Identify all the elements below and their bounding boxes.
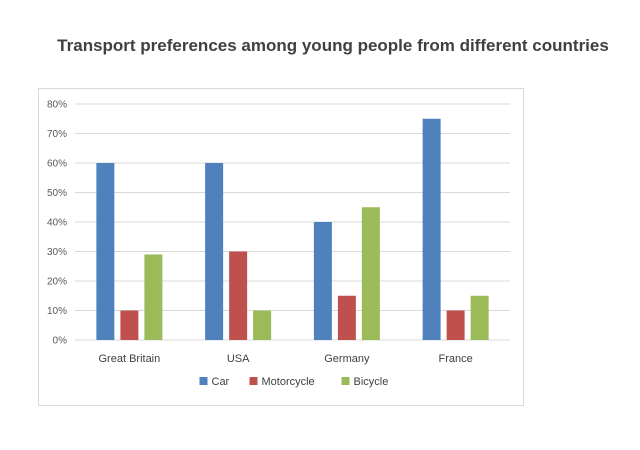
bar-car-great-britain	[96, 163, 115, 340]
bar-car-usa	[205, 163, 224, 340]
bar-bicycle-germany	[361, 207, 380, 340]
y-tick-label: 40%	[47, 218, 67, 229]
bar-bicycle-great-britain	[144, 254, 163, 340]
x-category-label: USA	[227, 353, 250, 365]
bar-motorcycle-usa	[229, 251, 248, 340]
chart-title: Transport preferences among young people…	[57, 36, 609, 55]
x-category-label: France	[439, 353, 473, 365]
legend-swatch-bicycle	[341, 377, 350, 385]
y-tick-label: 50%	[47, 188, 67, 199]
y-tick-label: 10%	[47, 306, 67, 317]
bar-motorcycle-germany	[337, 295, 356, 340]
bar-bicycle-usa	[253, 310, 272, 340]
y-tick-label: 60%	[47, 159, 67, 170]
y-tick-label: 70%	[47, 129, 67, 140]
x-category-label: Great Britain	[99, 353, 161, 365]
y-tick-label: 0%	[53, 336, 68, 347]
legend-label-bicycle: Bicycle	[354, 376, 389, 388]
chart-frame	[38, 88, 524, 406]
legend-swatch-car	[199, 377, 208, 385]
bar-car-germany	[313, 222, 332, 340]
legend-swatch-motorcycle	[249, 377, 258, 385]
y-tick-label: 30%	[47, 247, 67, 258]
y-tick-label: 80%	[47, 100, 67, 111]
x-category-label: Germany	[324, 353, 370, 365]
legend-label-motorcycle: Motorcycle	[262, 376, 315, 388]
y-tick-label: 20%	[47, 277, 67, 288]
bar-motorcycle-france	[446, 310, 465, 340]
legend-label-car: Car	[212, 376, 230, 388]
bar-car-france	[422, 118, 441, 340]
bar-motorcycle-great-britain	[120, 310, 139, 340]
bar-bicycle-france	[470, 295, 489, 340]
